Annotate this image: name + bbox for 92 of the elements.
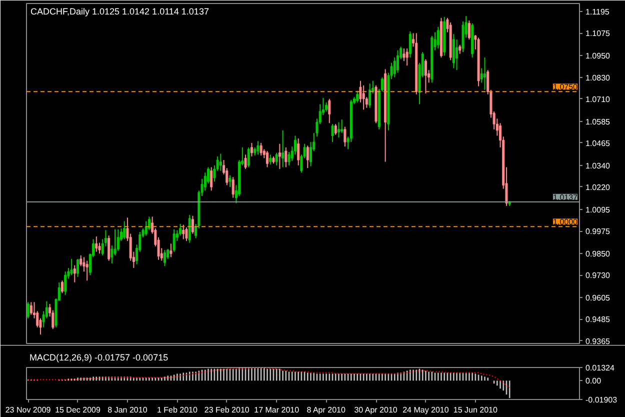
candlestick xyxy=(219,153,222,172)
y-tick-label: 1.0950 xyxy=(586,52,611,61)
candlestick xyxy=(344,126,346,148)
candlestick xyxy=(275,152,278,166)
candlestick xyxy=(163,249,166,267)
y-tick-label: 0.01324 xyxy=(586,364,615,372)
x-tick-label: 30 Apr 2010 xyxy=(354,406,398,414)
x-tick-label: 1 Feb 2010 xyxy=(156,406,198,414)
candlestick xyxy=(456,38,458,71)
candlestick xyxy=(250,142,253,157)
candlestick xyxy=(188,214,191,244)
y-tick-label: 1.0220 xyxy=(586,182,611,192)
candlestick xyxy=(406,48,408,66)
y-tick-label: 0.9485 xyxy=(586,315,611,324)
candlestick xyxy=(73,264,76,283)
x-tick-label: 8 Apr 2010 xyxy=(306,406,346,414)
y-tick-label: 0.9730 xyxy=(586,271,611,280)
y-tick-label: 0.00 xyxy=(586,376,602,386)
y-tick-label: 1.0585 xyxy=(586,117,611,126)
y-tick-label: 0.9975 xyxy=(586,227,611,236)
candlestick xyxy=(282,130,284,168)
y-tick-label: 0.9605 xyxy=(586,294,611,303)
candlestick xyxy=(116,228,120,252)
candlestick xyxy=(468,20,470,40)
candlestick xyxy=(86,260,88,282)
ref-line-label: 1.0000 xyxy=(553,218,578,227)
y-tick-label: 1.0095 xyxy=(586,205,611,214)
y-tick-label: 0.9850 xyxy=(586,250,611,259)
ref-line-label: 1.0137 xyxy=(553,192,578,202)
candlestick xyxy=(278,143,281,170)
candlestick xyxy=(114,228,116,256)
candlestick xyxy=(26,302,30,319)
y-tick-label: 0.9365 xyxy=(586,336,611,346)
candlestick xyxy=(396,50,400,74)
candlestick xyxy=(60,280,64,294)
y-tick-label: 1.0830 xyxy=(586,73,611,82)
candlestick xyxy=(244,154,247,170)
candlestick xyxy=(306,145,309,169)
candlestick xyxy=(123,220,126,240)
x-tick-label: 23 Nov 2009 xyxy=(5,406,52,414)
candlestick xyxy=(170,243,172,258)
x-tick-label: 23 Feb 2010 xyxy=(204,406,250,414)
candlestick xyxy=(144,220,148,236)
candlestick xyxy=(256,140,260,156)
candlestick xyxy=(228,174,232,188)
candlestick xyxy=(70,258,73,276)
candlestick xyxy=(483,56,486,90)
candlestick xyxy=(368,83,372,108)
candlestick xyxy=(172,228,176,252)
x-tick-label: 15 Dec 2009 xyxy=(55,406,101,414)
candlestick xyxy=(334,124,337,136)
candlestick xyxy=(452,34,455,69)
candlestick xyxy=(331,124,334,143)
candlestick xyxy=(356,90,359,103)
candlestick xyxy=(266,150,269,168)
y-tick-label: 1.1195 xyxy=(586,8,610,17)
candlestick xyxy=(76,258,80,278)
candlestick xyxy=(408,30,412,58)
candlestick xyxy=(328,98,331,124)
y-tick-label: 1.0340 xyxy=(586,161,611,170)
candlestick xyxy=(191,215,194,234)
chart-title: MACD(12,26,9) -0.01757 -0.00715 xyxy=(30,352,168,362)
ref-line-label: 1.0750 xyxy=(553,82,578,92)
x-tick-label: 8 Jan 2010 xyxy=(108,406,148,414)
candlestick xyxy=(210,166,213,192)
candlestick xyxy=(340,119,344,134)
y-tick-label: 1.1075 xyxy=(586,29,611,38)
candlestick xyxy=(436,26,440,49)
candlestick xyxy=(362,84,365,110)
y-tick-label: 1.0465 xyxy=(586,138,611,148)
candlestick xyxy=(424,58,427,94)
candlestick xyxy=(284,146,288,168)
chart-title: CADCHF,Daily 1.0125 1.0142 1.0114 1.0137 xyxy=(30,6,209,16)
candlestick xyxy=(402,48,406,62)
candlestick xyxy=(297,138,300,166)
line-series xyxy=(27,368,510,388)
x-tick-label: 24 May 2010 xyxy=(402,406,450,414)
x-tick-label: 17 Mar 2010 xyxy=(254,406,300,414)
y-tick-label: -0.01903 xyxy=(586,396,618,404)
candlestick xyxy=(30,302,32,316)
candlestick xyxy=(182,224,185,240)
candlestick xyxy=(232,176,234,198)
candlestick xyxy=(247,146,250,168)
candlestick xyxy=(269,154,272,166)
candlestick xyxy=(95,236,98,252)
x-tick-label: 15 Jun 2010 xyxy=(453,406,498,414)
candlestick xyxy=(64,271,67,296)
y-tick-label: 1.0710 xyxy=(586,94,611,104)
candlestick xyxy=(108,235,110,262)
candlestick xyxy=(260,142,262,156)
candlestick xyxy=(185,226,188,242)
candlestick xyxy=(337,122,340,138)
